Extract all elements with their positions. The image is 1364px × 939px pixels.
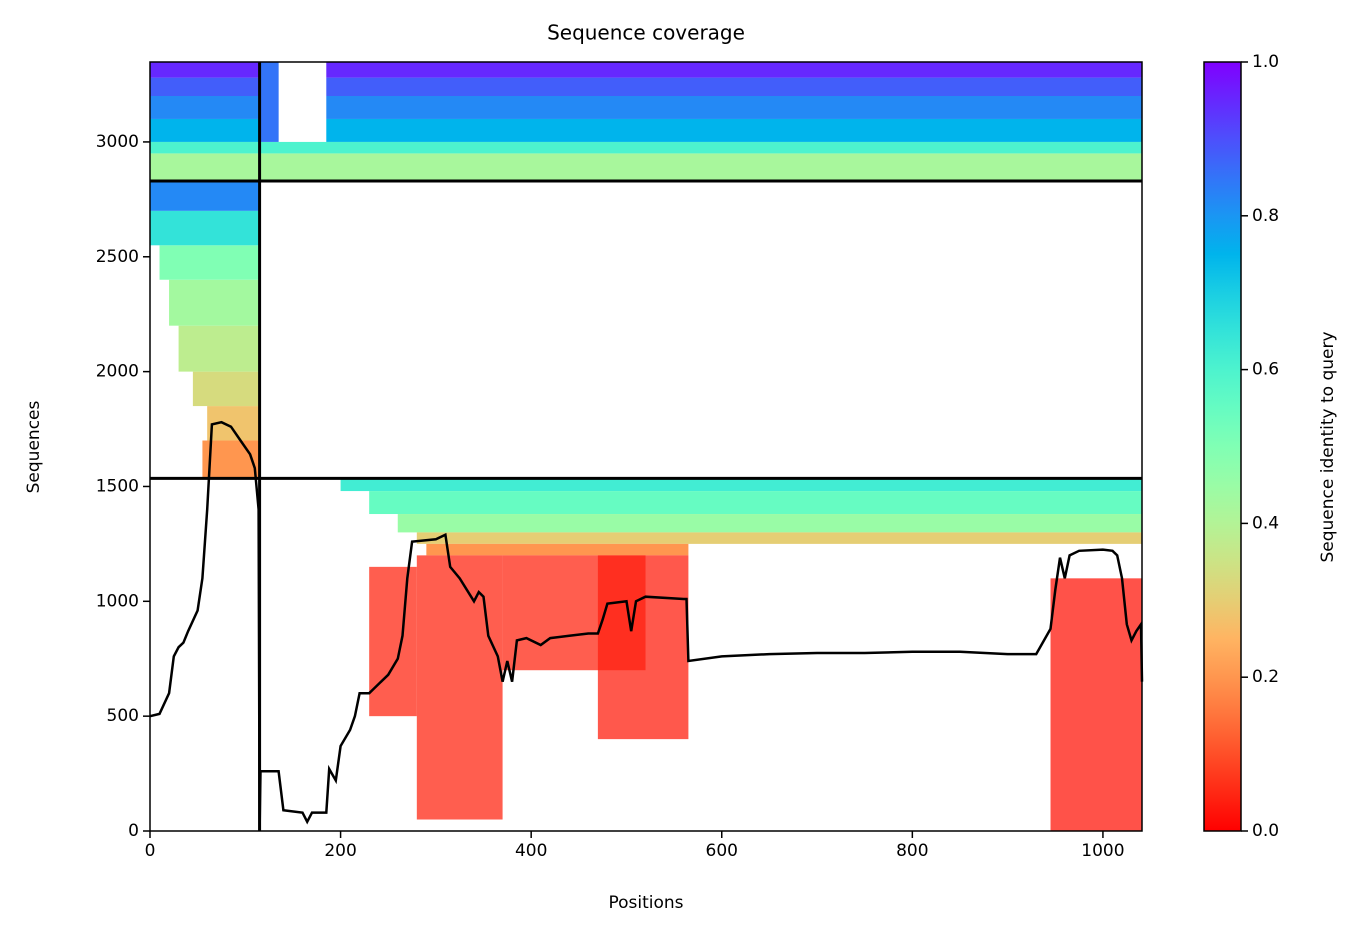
x-tick-label: 1000 [1081,841,1124,861]
msa-block [416,532,1142,544]
colorbar-label: Sequence identity to query [1318,331,1338,562]
msa-block [150,77,260,96]
msa-block [202,440,260,479]
y-tick-label: 0 [128,821,139,841]
colorbar-tick-label: 0.0 [1252,821,1279,841]
msa-block [150,210,260,246]
msa-block [192,371,260,407]
msa-block [150,153,260,181]
msa-block [326,77,1143,96]
x-tick-label: 400 [515,841,547,861]
x-tick-label: 600 [706,841,738,861]
y-axis-label: Sequences [24,401,44,494]
msa-block [340,478,1143,492]
msa-block [369,566,417,717]
msa-block [178,325,260,372]
y-tick-label: 3000 [96,132,139,152]
plot-frame [149,61,1143,832]
msa-block [259,141,1143,154]
x-tick-label: 0 [145,841,156,861]
msa-block [397,514,1142,533]
msa-block [426,543,689,556]
x-axis-label: Positions [608,893,683,913]
msa-block [326,62,1143,78]
coverage-line [149,420,1144,832]
y-tick-label: 2500 [96,247,139,267]
msa-block [369,491,1143,515]
colorbar [1203,61,1242,832]
msa-block [150,141,260,154]
msa-block [159,245,260,280]
msa-block [150,118,260,142]
y-tick-label: 2000 [96,362,139,382]
colorbar-tick-label: 1.0 [1252,52,1279,72]
chart-title: Sequence coverage [547,21,745,45]
colorbar-tick-label: 0.6 [1252,360,1279,380]
y-tick-label: 500 [107,706,139,726]
msa-block [259,153,1143,181]
msa-block [169,279,260,326]
msa-block [150,62,260,78]
msa-block [150,180,260,211]
msa-block [326,95,1143,119]
msa-block [597,555,689,740]
y-tick-label: 1000 [96,591,139,611]
colorbar-tick-label: 0.8 [1252,206,1279,226]
colorbar-tick-label: 0.2 [1252,667,1279,687]
x-tick-label: 200 [324,841,356,861]
msa-block [416,555,503,820]
msa-block [326,118,1143,142]
colorbar-tick-label: 0.4 [1252,513,1279,533]
y-tick-label: 1500 [96,476,139,496]
x-tick-label: 800 [896,841,928,861]
msa-block [1050,578,1142,831]
msa-block [259,62,279,142]
msa-block [150,95,260,119]
